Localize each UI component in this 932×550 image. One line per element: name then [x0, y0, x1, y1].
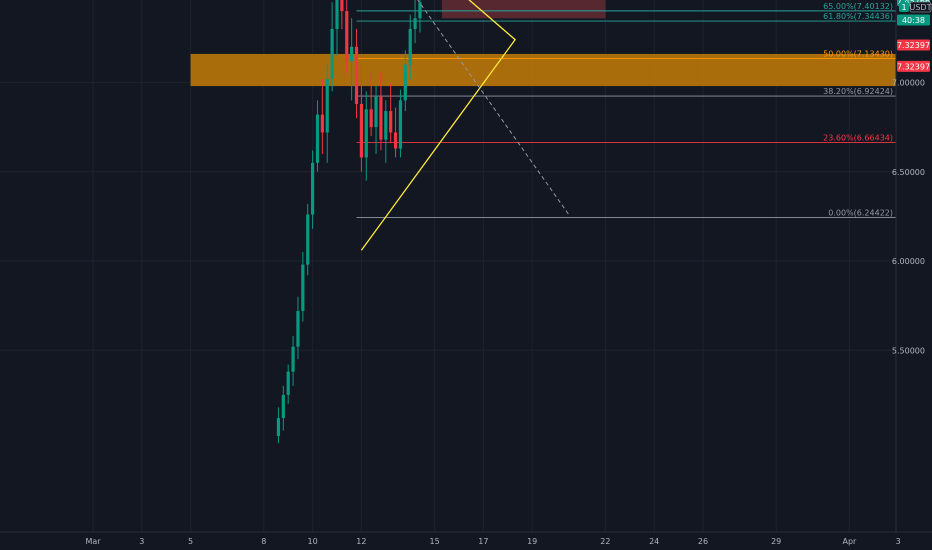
candle-body — [345, 11, 349, 62]
candle-body — [374, 96, 378, 128]
candle-body — [281, 394, 285, 419]
time-axis-label: 26 — [698, 537, 708, 546]
time-axis-label: 29 — [771, 537, 781, 546]
candle-body — [350, 46, 354, 62]
time-axis-label: 12 — [356, 537, 366, 546]
currency-selector[interactable]: 1 USDT — [899, 1, 932, 13]
support-zone-rect[interactable] — [190, 53, 897, 87]
currency-box — [909, 1, 932, 13]
candle-body — [276, 418, 281, 436]
candle-body — [325, 78, 329, 133]
time-axis-label: 3 — [896, 537, 901, 546]
candle-body — [359, 103, 363, 158]
time-axis-label: 8 — [261, 537, 266, 546]
price-tags: 9.121727.737107.737107.4576640:387.32397… — [897, 0, 930, 72]
time-axis[interactable]: 26Mar358101215171922242629Apr3 — [0, 537, 901, 546]
candle-body — [408, 28, 412, 65]
stop-zone[interactable] — [441, 0, 606, 19]
fib-level-label: 65.00%(7.40132) — [823, 2, 893, 11]
time-axis-label: 22 — [600, 537, 610, 546]
price-axis-label: 6.00000 — [892, 257, 925, 266]
price-axis-label: 7.00000 — [892, 79, 925, 88]
time-axis-label: 3 — [139, 537, 144, 546]
candle-body — [291, 346, 295, 372]
fib-level-label: 0.00%(6.24422) — [828, 208, 893, 217]
fib-labels: 261.80%(10.90484)161.80%(9.12450)100.00%… — [823, 2, 893, 218]
currency-label: USDT — [910, 3, 932, 12]
fib-level-label: 61.80%(7.34436) — [823, 12, 893, 21]
time-axis-label: 10 — [308, 537, 318, 546]
time-scale-panel[interactable] — [0, 532, 932, 550]
time-axis-label: 24 — [649, 537, 659, 546]
candle-body — [369, 109, 373, 128]
candle-body — [306, 214, 310, 265]
candle-body — [403, 64, 407, 101]
time-axis-label: 15 — [430, 537, 440, 546]
fib-level-label: 50.00%(7.13430) — [823, 50, 893, 59]
candle-body — [301, 264, 305, 311]
candle-body — [379, 96, 383, 140]
time-axis-label: Apr — [842, 537, 857, 546]
fibonacci-extension[interactable] — [356, 0, 896, 218]
price-axis-label: 5.50000 — [892, 346, 925, 355]
candle-body — [286, 371, 290, 395]
candle-body — [389, 111, 393, 133]
price-tag-label: 7.32397 — [897, 41, 930, 50]
long-position-tool[interactable] — [441, 0, 606, 19]
candle-body — [340, 0, 344, 12]
candle-body — [354, 46, 359, 104]
fib-level-label: 38.20%(6.92424) — [823, 87, 893, 96]
currency-badge-text: 1 — [901, 3, 906, 12]
candle-body — [384, 111, 388, 140]
candle-body — [320, 114, 324, 133]
candles — [276, 0, 422, 444]
price-tag-label: 40:38 — [902, 16, 925, 25]
candle-body — [311, 162, 315, 215]
time-axis-label: 5 — [188, 537, 193, 546]
price-axis-label: 6.50000 — [892, 168, 925, 177]
candle-body — [393, 132, 398, 149]
candle-body — [364, 109, 368, 158]
support-zone — [190, 53, 897, 87]
price-tag-label: 7.32397 — [897, 62, 930, 71]
drawings[interactable] — [354, 0, 570, 251]
candle-body — [296, 310, 300, 347]
currency-badge — [899, 2, 909, 12]
fib-level-label: 23.60%(6.66434) — [823, 133, 893, 142]
price-scale-panel[interactable] — [896, 0, 932, 532]
candle-body — [315, 114, 320, 163]
candle-body — [413, 18, 417, 29]
projection-line[interactable] — [357, 0, 570, 215]
price-tag — [897, 14, 930, 26]
time-axis-label: 17 — [478, 537, 488, 546]
time-axis-label: 19 — [527, 537, 537, 546]
time-axis-label: Mar — [85, 537, 101, 546]
candle-body — [330, 28, 334, 79]
candle-body — [398, 100, 403, 149]
candle-body — [418, 2, 422, 19]
price-tag — [897, 39, 930, 51]
price-axis[interactable]: 5.500006.000006.500007.000007.500008.000… — [887, 0, 925, 356]
price-tag — [897, 60, 930, 72]
candle-body — [335, 0, 339, 29]
symmetrical-triangle[interactable] — [354, 0, 516, 251]
